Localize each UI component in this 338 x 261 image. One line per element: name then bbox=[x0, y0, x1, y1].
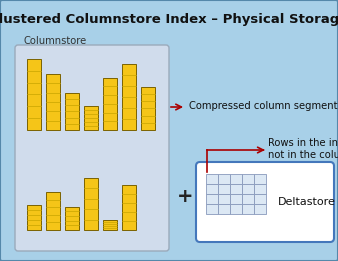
Bar bbox=[122, 185, 136, 230]
Bar bbox=[242, 174, 254, 184]
Text: Columnstore: Columnstore bbox=[24, 36, 87, 46]
Bar bbox=[242, 194, 254, 204]
Bar bbox=[84, 178, 98, 230]
Bar bbox=[46, 192, 60, 230]
Text: Compressed column segments: Compressed column segments bbox=[189, 101, 338, 111]
Bar bbox=[103, 78, 117, 130]
Text: +: + bbox=[177, 187, 193, 205]
Bar bbox=[230, 204, 242, 214]
Bar bbox=[218, 194, 230, 204]
Bar bbox=[230, 174, 242, 184]
Bar bbox=[218, 184, 230, 194]
Bar bbox=[218, 174, 230, 184]
Bar bbox=[254, 204, 266, 214]
Bar bbox=[242, 204, 254, 214]
Bar bbox=[27, 59, 41, 130]
Bar bbox=[254, 194, 266, 204]
Text: Clustered Columnstore Index – Physical Storage: Clustered Columnstore Index – Physical S… bbox=[0, 13, 338, 26]
Bar bbox=[65, 207, 79, 230]
Bar bbox=[122, 64, 136, 130]
Bar bbox=[103, 220, 117, 230]
Bar bbox=[46, 74, 60, 130]
Bar bbox=[206, 204, 218, 214]
Bar bbox=[254, 184, 266, 194]
Bar bbox=[230, 194, 242, 204]
Bar bbox=[254, 174, 266, 184]
Text: Deltastore: Deltastore bbox=[278, 197, 336, 207]
Bar bbox=[65, 92, 79, 130]
Bar bbox=[206, 184, 218, 194]
Text: Rows in the index, but
not in the columnstore: Rows in the index, but not in the column… bbox=[268, 138, 338, 160]
FancyBboxPatch shape bbox=[196, 162, 334, 242]
Bar bbox=[242, 184, 254, 194]
Bar bbox=[218, 204, 230, 214]
Bar bbox=[206, 174, 218, 184]
Bar bbox=[84, 106, 98, 130]
Bar bbox=[27, 205, 41, 230]
FancyBboxPatch shape bbox=[15, 45, 169, 251]
Bar bbox=[230, 184, 242, 194]
Bar bbox=[206, 194, 218, 204]
Bar bbox=[141, 86, 155, 130]
